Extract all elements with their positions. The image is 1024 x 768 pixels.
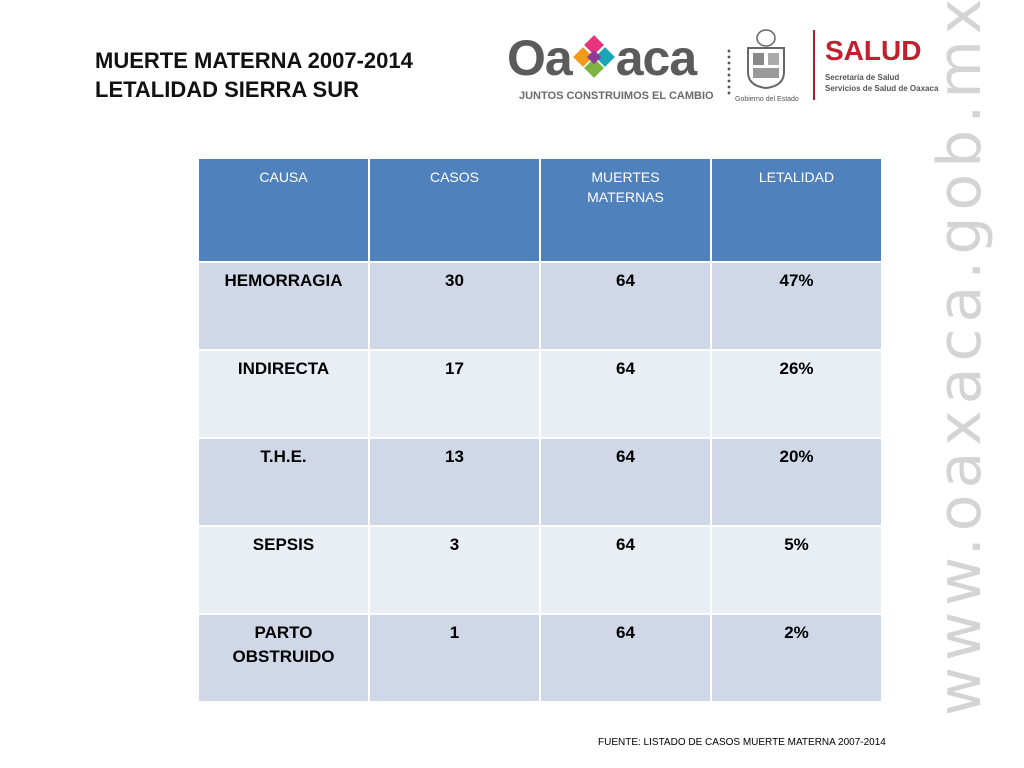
oaxaca-x-mark-icon xyxy=(572,35,616,78)
table-row: T.H.E. 13 64 20% xyxy=(197,437,883,527)
cell-muertes: 64 xyxy=(539,525,712,615)
salud-subtitle-line-2: Servicios de Salud de Oaxaca xyxy=(825,84,939,93)
title-line-2: LETALIDAD SIERRA SUR xyxy=(95,77,359,102)
cell-casos: 30 xyxy=(368,261,541,351)
cell-muertes: 64 xyxy=(539,349,712,439)
oaxaca-slogan: JUNTOS CONSTRUIMOS EL CAMBIO xyxy=(519,90,714,102)
salud-subtitle: Secretaría de Salud Servicios de Salud d… xyxy=(825,72,938,94)
header-muertes: MUERTES MATERNAS xyxy=(539,157,712,263)
header-letalidad: LETALIDAD xyxy=(710,157,883,263)
table-row: PARTO OBSTRUIDO 1 64 2% xyxy=(197,613,883,703)
slide-title: MUERTE MATERNA 2007-2014 LETALIDAD SIERR… xyxy=(95,46,413,104)
oaxaca-logo-suffix: aca xyxy=(615,30,697,86)
header-muertes-text: MUERTES MATERNAS xyxy=(587,169,664,205)
oaxaca-logo: Oa aca xyxy=(507,30,697,86)
table-row: HEMORRAGIA 30 64 47% xyxy=(197,261,883,351)
salud-logo: SALUD xyxy=(825,35,922,66)
table-row: INDIRECTA 17 64 26% xyxy=(197,349,883,439)
cell-causa: T.H.E. xyxy=(197,437,370,527)
title-line-1: MUERTE MATERNA 2007-2014 xyxy=(95,48,413,73)
cell-letalidad: 26% xyxy=(710,349,883,439)
source-note: FUENTE: LISTADO DE CASOS MUERTE MATERNA … xyxy=(598,737,886,748)
cell-casos: 3 xyxy=(368,525,541,615)
cell-causa-text: PARTO OBSTRUIDO xyxy=(232,623,335,666)
cell-causa: SEPSIS xyxy=(197,525,370,615)
cell-casos: 1 xyxy=(368,613,541,703)
cell-casos: 17 xyxy=(368,349,541,439)
website-watermark: www.oaxaca.gob.mx xyxy=(925,0,995,716)
cell-causa: HEMORRAGIA xyxy=(197,261,370,351)
cell-letalidad: 47% xyxy=(710,261,883,351)
table-header-row: CAUSA CASOS MUERTES MATERNAS LETALIDAD xyxy=(197,157,883,263)
cell-letalidad: 2% xyxy=(710,613,883,703)
logo-divider xyxy=(813,30,815,100)
salud-subtitle-line-1: Secretaría de Salud xyxy=(825,73,900,82)
dotted-divider xyxy=(727,48,731,96)
cell-causa: PARTO OBSTRUIDO xyxy=(197,613,370,703)
oaxaca-logo-prefix: Oa xyxy=(507,30,573,86)
gobierno-caption: Gobierno del Estado xyxy=(735,96,799,103)
cell-muertes: 64 xyxy=(539,261,712,351)
cell-casos: 13 xyxy=(368,437,541,527)
state-seal-icon xyxy=(747,29,785,90)
cell-muertes: 64 xyxy=(539,613,712,703)
header-causa: CAUSA xyxy=(197,157,370,263)
header-casos: CASOS xyxy=(368,157,541,263)
letalidad-table: CAUSA CASOS MUERTES MATERNAS LETALIDAD H… xyxy=(197,157,883,703)
cell-causa: INDIRECTA xyxy=(197,349,370,439)
header-logos: Oa aca JUNTOS CONSTRUIMOS EL CAMBIO Gobie… xyxy=(505,26,938,110)
cell-letalidad: 5% xyxy=(710,525,883,615)
cell-muertes: 64 xyxy=(539,437,712,527)
table-row: SEPSIS 3 64 5% xyxy=(197,525,883,615)
cell-letalidad: 20% xyxy=(710,437,883,527)
